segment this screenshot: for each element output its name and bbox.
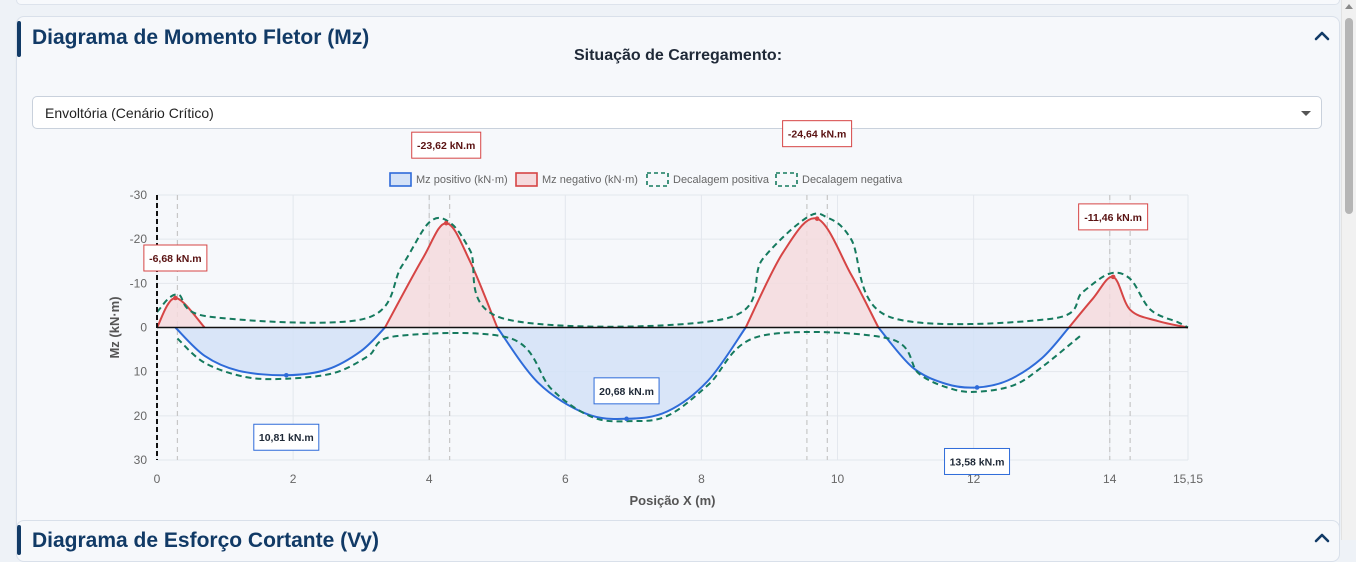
chart-axes: Posição X (m) Mz (kN·m) — [107, 195, 1188, 508]
x-tick-label-8: 15,15 — [1173, 472, 1203, 486]
y-axis-title: Mz (kN·m) — [107, 296, 122, 358]
y-tick-label-5: 20 — [134, 409, 148, 423]
area-fill-4 — [878, 327, 1069, 388]
x-tick-label-7: 14 — [1103, 472, 1117, 486]
legend-swatch-0 — [389, 172, 412, 187]
annotation-box-5 — [944, 447, 1011, 475]
y-tick-label-6: 30 — [134, 453, 148, 467]
x-tick-label-4: 8 — [698, 472, 705, 486]
annotation-label-6: -11,46 kN.m — [1084, 212, 1142, 224]
annotation-point-4 — [814, 216, 820, 221]
decalagem-positiva-line — [176, 330, 1084, 423]
y-tick-label-4: 10 — [134, 365, 148, 379]
area-line-6 — [1068, 275, 1189, 329]
support-lines — [176, 195, 1131, 460]
area-fill-2 — [497, 327, 746, 419]
annotation-box-2 — [411, 131, 482, 159]
legend-label-1: Mz negativo (kN·m) — [542, 174, 638, 186]
annotation-label-4: -24,64 kN.m — [788, 129, 846, 141]
annotation-box-3 — [593, 377, 660, 405]
shear-diagram-card: Diagrama de Esforço Cortante (Vy) — [16, 520, 1340, 562]
x-tick-label-1: 2 — [290, 472, 297, 486]
x-tick-label-5: 10 — [831, 472, 845, 486]
chart-legend: Mz positivo (kN·m) Mz negativo (kN·m) Deca… — [389, 172, 903, 187]
selected-option: Envoltória (Cenário Crítico) — [45, 105, 214, 121]
y-tick-label-1: -20 — [130, 232, 148, 246]
legend-label-3: Decalagem negativa — [802, 174, 903, 186]
legend-swatch-2 — [646, 172, 669, 187]
y-tick-label-0: -30 — [130, 188, 148, 202]
area-fill-5 — [745, 218, 879, 328]
area-fill-6 — [1068, 276, 1188, 328]
annotation-point-0 — [173, 295, 178, 301]
legend-label-2: Decalagem positiva — [673, 174, 770, 186]
card2-title: Diagrama de Esforço Cortante (Vy) — [32, 529, 379, 552]
card-title: Diagrama de Momento Fletor (Mz) — [32, 26, 370, 49]
annotation-box-0 — [143, 244, 208, 272]
annotation-point-6 — [1110, 274, 1116, 280]
annotation-label-0: -6,68 kN.m — [149, 253, 202, 265]
annotation-label-2: -23,62 kN.m — [417, 140, 475, 152]
decalagem-lines — [156, 212, 1189, 423]
annotation-box-1 — [253, 423, 320, 451]
annotation-label-3: 20,68 kN.m — [599, 386, 654, 398]
legend-label-0: Mz positivo (kN·m) — [416, 174, 508, 186]
legend-swatch-1 — [515, 172, 538, 187]
decalagem-negativa-line — [156, 212, 1189, 329]
area-fill-1 — [157, 298, 205, 328]
annotation-point-2 — [443, 220, 449, 226]
x-tick-label-3: 6 — [562, 472, 569, 486]
annotation-point-3 — [624, 416, 629, 422]
annotation-box-6 — [1078, 203, 1149, 231]
annotation-label-1: 10,81 kN.m — [259, 432, 314, 444]
scroll-up-icon[interactable] — [1345, 4, 1353, 9]
area-fill-3 — [385, 223, 498, 328]
x-axis-title: Posição X (m) — [630, 493, 716, 508]
x-tick-label-0: 0 — [154, 472, 161, 486]
annotation-label-5: 13,58 kN.m — [950, 456, 1005, 468]
chevron-down-icon — [1301, 111, 1311, 116]
y-tick-label-3: 0 — [140, 321, 147, 335]
legend-swatch-3 — [775, 172, 798, 187]
moment-chart: -30 -20 -10 0 10 20 30 0 2 4 6 8 10 12 14 15,15 Posição… — [107, 120, 1203, 508]
annotation-box-4 — [782, 120, 853, 148]
chart-areas — [156, 217, 1189, 420]
annotation-point-5 — [974, 385, 980, 390]
loading-situation-select[interactable]: Envoltória (Cenário Crítico) — [32, 96, 1322, 129]
x-tick-label-6: 12 — [967, 472, 981, 486]
scrollbar-thumb[interactable] — [1345, 18, 1353, 214]
loading-situation-label: Situação de Carregamento: — [573, 47, 783, 64]
page-scrollbar[interactable] — [1341, 0, 1356, 540]
area-fill-0 — [175, 327, 385, 376]
chart-annotations: -6,68 kN.m 10,81 kN.m -23,62 kN.m 20,68 kN.… — [143, 120, 1149, 475]
collapse-chevron-icon-2[interactable] — [1313, 531, 1331, 545]
collapse-chevron-icon[interactable] — [1313, 29, 1331, 43]
y-tick-label-2: -10 — [130, 276, 148, 290]
x-tick-label-2: 4 — [426, 472, 433, 486]
annotation-point-1 — [284, 372, 289, 378]
